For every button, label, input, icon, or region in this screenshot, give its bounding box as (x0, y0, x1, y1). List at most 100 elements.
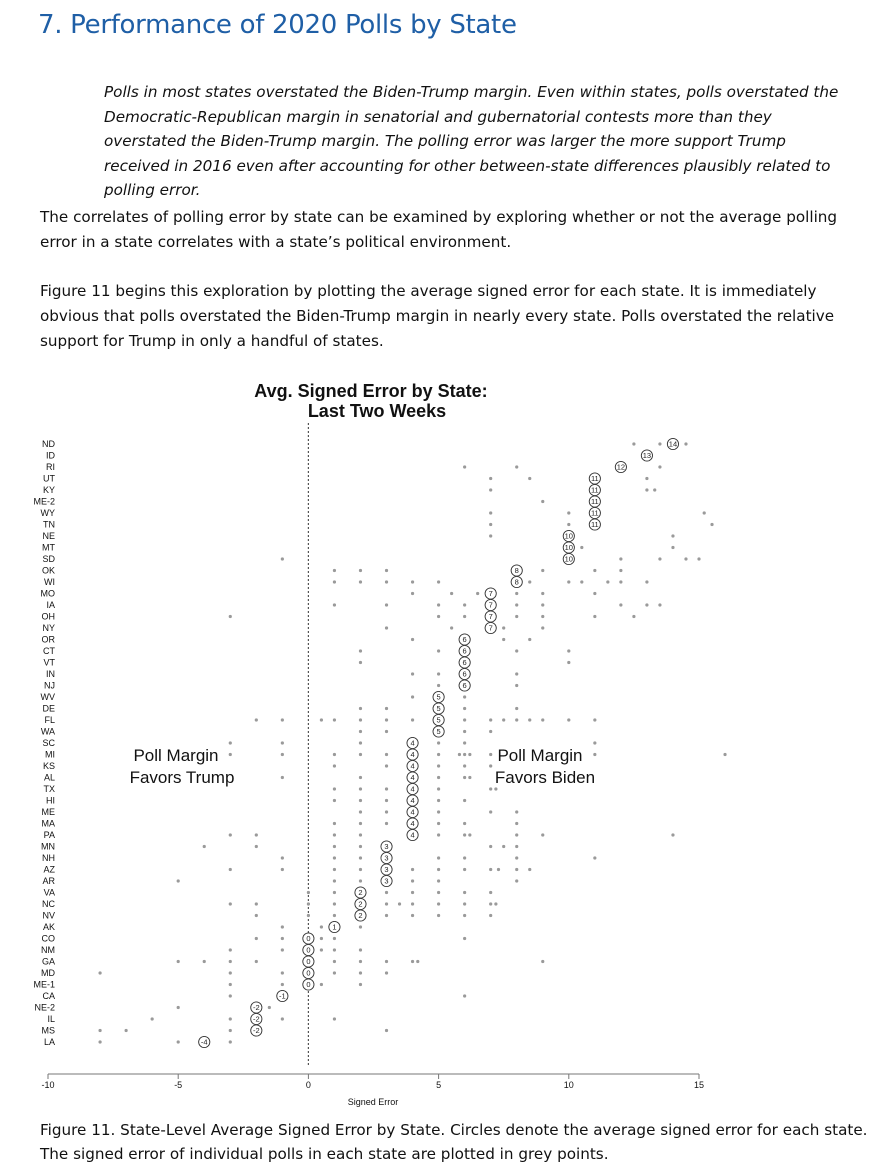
state-mean-circle (562, 552, 575, 566)
poll-point (489, 522, 493, 527)
poll-point (332, 971, 337, 975)
poll-point (332, 752, 337, 757)
state-mean-circle (354, 909, 367, 922)
state-mean-label: 0 (306, 934, 310, 943)
poll-point (228, 971, 232, 975)
poll-point (384, 764, 389, 768)
poll-point (384, 1028, 389, 1033)
poll-point (384, 706, 389, 711)
state-mean-label: -1 (279, 992, 286, 1001)
state-mean-label: -4 (201, 1038, 208, 1047)
state-label: NE (42, 531, 55, 541)
poll-point (463, 798, 467, 803)
state-mean-circle (276, 989, 289, 1003)
poll-point (671, 534, 675, 538)
poll-point (450, 591, 454, 596)
section-summary: Polls in most states overstated the Bide… (104, 83, 839, 199)
poll-point (463, 465, 467, 469)
state-label: VT (43, 658, 55, 668)
x-axis-label: Signed Error (348, 1097, 399, 1107)
state-mean-label: 3 (384, 842, 388, 851)
poll-point (358, 833, 363, 837)
poll-point (358, 775, 363, 780)
state-mean-label: 7 (489, 624, 493, 633)
poll-point (358, 925, 363, 929)
poll-point (358, 718, 363, 722)
poll-point (384, 787, 389, 791)
state-mean-label: 2 (358, 900, 362, 909)
state-mean-label: 10 (565, 555, 573, 564)
poll-point (632, 442, 636, 446)
poll-point (671, 545, 675, 550)
poll-point (437, 649, 441, 653)
poll-point (332, 787, 337, 791)
poll-point (463, 764, 467, 768)
poll-point (358, 971, 363, 975)
poll-point (358, 649, 363, 653)
poll-point (228, 1028, 232, 1033)
poll-point (332, 580, 337, 584)
poll-point (228, 1017, 232, 1021)
state-label: PA (44, 830, 55, 840)
poll-point (580, 580, 584, 584)
poll-point (619, 580, 623, 584)
state-label: AK (43, 922, 55, 932)
poll-point (358, 568, 363, 573)
state-mean-circle (380, 874, 393, 888)
poll-point (280, 982, 284, 987)
x-tick-label: 5 (436, 1080, 441, 1090)
poll-point (332, 856, 337, 860)
poll-point (463, 718, 467, 722)
poll-point (358, 821, 363, 826)
poll-point (437, 580, 441, 584)
state-mean-circle (614, 460, 627, 474)
state-mean-label: 12 (617, 463, 625, 472)
poll-point (541, 614, 545, 619)
state-label: WI (44, 577, 55, 587)
poll-point (468, 752, 472, 757)
poll-point (515, 614, 519, 619)
state-mean-circle (510, 575, 523, 589)
poll-point (228, 959, 232, 964)
poll-point (437, 764, 441, 768)
poll-point (515, 821, 519, 826)
poll-point (632, 614, 636, 619)
poll-point (567, 580, 571, 584)
poll-point (515, 603, 519, 607)
state-label: AL (44, 773, 55, 783)
state-label: RI (46, 462, 55, 472)
poll-point (541, 959, 545, 964)
poll-point (710, 522, 714, 527)
poll-point (358, 879, 363, 883)
poll-point (515, 718, 519, 722)
poll-point (463, 936, 467, 941)
poll-point (502, 626, 506, 630)
poll-point (463, 867, 467, 872)
poll-point (410, 580, 415, 584)
poll-point (528, 718, 532, 722)
poll-point (437, 741, 441, 745)
poll-point (541, 626, 545, 630)
poll-point (463, 994, 467, 998)
poll-point (476, 591, 480, 596)
poll-point (332, 764, 337, 768)
poll-point (410, 637, 415, 642)
state-mean-label: 0 (306, 946, 310, 955)
poll-point (358, 844, 363, 849)
state-mean-label: 4 (410, 819, 414, 828)
poll-point (437, 856, 441, 860)
poll-point (463, 729, 467, 734)
state-label: LA (44, 1037, 55, 1047)
poll-point (658, 442, 662, 446)
poll-point (280, 936, 284, 941)
poll-point (319, 718, 324, 722)
poll-point (228, 982, 232, 987)
state-mean-label: 3 (384, 865, 388, 874)
poll-point (254, 902, 258, 906)
poll-point (437, 775, 441, 780)
poll-point (463, 913, 467, 918)
poll-point (671, 833, 675, 837)
x-tick-label: 10 (564, 1080, 574, 1090)
state-mean-label: 6 (463, 670, 467, 679)
